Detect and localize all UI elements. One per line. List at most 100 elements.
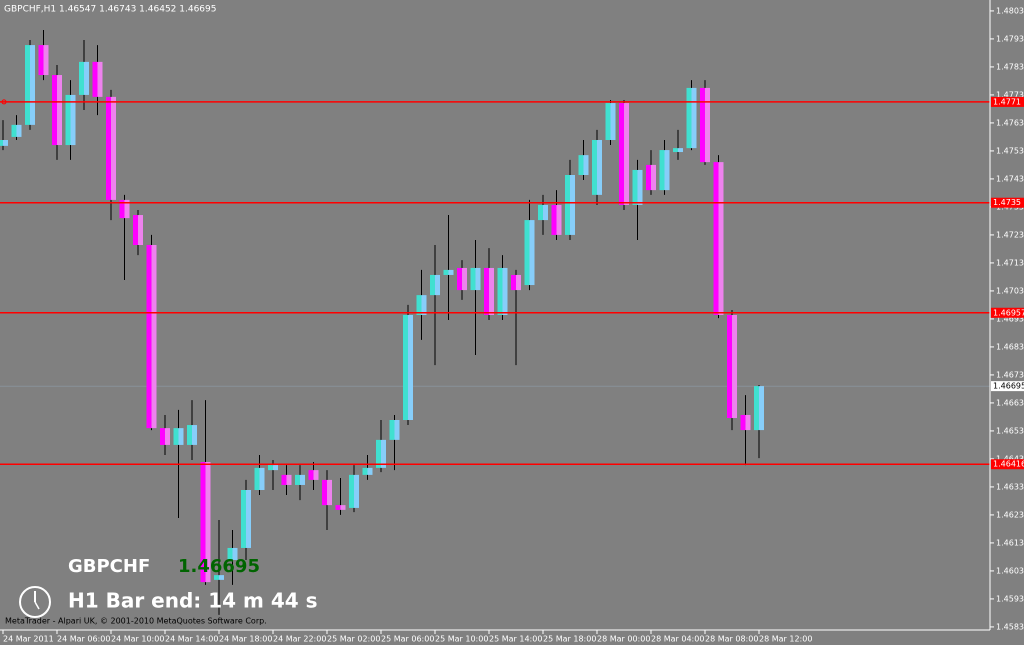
y-tick-label: 1.47135 [996,258,1024,267]
candle-body [511,274,516,291]
candle-body-shade [462,267,467,291]
candle-body-shade [57,75,62,146]
y-tick-label: 1.47035 [996,286,1024,295]
y-tick-label: 1.47435 [996,174,1024,183]
y-tick-label: 1.45835 [996,622,1024,631]
candle-body-shade [502,267,508,315]
candle-body [214,575,219,580]
candle-body [592,140,597,195]
y-tick-label: 1.46135 [996,538,1024,547]
candle-body-shade [381,439,386,468]
y-tick-label: 1.47635 [996,118,1024,127]
y-tick-label: 1.46935 [996,314,1024,323]
footer: MetaTrader - Alpari UK, © 2001-2010 Meta… [5,617,267,626]
candle-body-shade [286,474,292,485]
candle-body [727,315,732,419]
candle-body-shade [205,462,211,583]
candle-body [376,439,381,468]
x-tick-label: 25 Mar 06:00 [381,635,434,644]
candle-body [673,148,678,153]
price-label: 1.46695 [178,556,260,577]
candle-body-shade [637,169,643,205]
candle-body [430,274,435,296]
candle-body [133,215,138,245]
y-tick-label: 1.47535 [996,146,1024,155]
candle-body [173,428,179,445]
candle-body [362,467,368,475]
candle-body-shade [124,199,130,219]
candle-body [578,155,584,175]
candle-body-shade [354,474,359,508]
candle-body [740,414,746,431]
candle-body [65,94,71,146]
candle-body [25,45,30,125]
candle-body [619,103,624,205]
candle-body [187,425,192,445]
y-tick-label: 1.47835 [996,62,1024,71]
candle-body [254,467,260,490]
candle-body [443,269,449,275]
level-box [991,459,1024,470]
candle-body-shade [111,96,116,200]
candle-body [659,150,665,191]
candle-body-shade [408,315,413,420]
candle-body-shade [246,490,251,548]
plot-layer: 1.48035 1.47935 1.47835 1.47735 1.47635 1.475… [0,6,1024,644]
candle-body [11,124,17,137]
candle-body-shade [529,220,535,286]
candle-body-shade [678,148,683,153]
candle-body-shade [516,274,521,291]
candle-body [457,267,462,291]
current-price-tag: 1.46695 [993,382,1024,391]
symbol-label: GBPCHF [68,556,150,577]
y-tick-label: 1.46735 [996,370,1024,379]
candle-body-shade [340,505,346,510]
x-tick-label: 24 Mar 14:00 [165,635,218,644]
level-label: 1.46416 [993,460,1024,469]
x-tick-label: 24 Mar 22:00 [273,635,326,644]
candle-body [632,169,638,205]
candle-body [322,479,327,506]
candle-body-shade [259,467,265,490]
candle-body [92,61,98,97]
chart-title: GBPCHF,H1 1.46547 1.46743 1.46452 1.4669… [4,5,216,15]
candle-body [551,204,557,235]
candle-body [389,420,395,440]
candle-body-shade [570,175,575,235]
candle-body [106,96,111,200]
candle-body [713,162,719,315]
x-tick-label: 24 Mar 2011 [3,635,54,644]
y-tick-label: 1.46235 [996,510,1024,519]
candle-body-shade [475,267,481,291]
candle-body-shade [232,547,238,560]
x-tick-label: 28 Mar 08:00 [705,635,758,644]
candle-body-shade [624,103,629,205]
candle-body-shade [435,274,440,296]
candle-body-shade [97,61,103,97]
candle-body [227,547,233,560]
candle-body-shade [394,420,400,440]
y-tick-label: 1.46035 [996,566,1024,575]
x-tick-label: 24 Mar 06:00 [57,635,110,644]
candle-body-shade [651,164,656,191]
y-tick-label: 1.46835 [996,342,1024,351]
candle-body-shade [556,204,562,235]
candle-body-shade [759,386,764,431]
x-tick-label: 25 Mar 10:00 [435,635,488,644]
candle-body [605,103,611,140]
candle-body [484,267,489,315]
x-tick-label: 25 Mar 02:00 [327,635,380,644]
candle-body [119,199,125,219]
candle-body [646,164,651,191]
candle-body [470,267,476,291]
y-tick-label: 1.46635 [996,398,1024,407]
candle-body [524,220,530,286]
candle-body [52,75,57,146]
level-label: 1.46957 [993,308,1024,317]
candle-body-shade [151,245,157,429]
candle-body [538,204,543,221]
candle-body-shade [718,162,724,315]
x-tick-label: 28 Mar 12:00 [759,635,812,644]
